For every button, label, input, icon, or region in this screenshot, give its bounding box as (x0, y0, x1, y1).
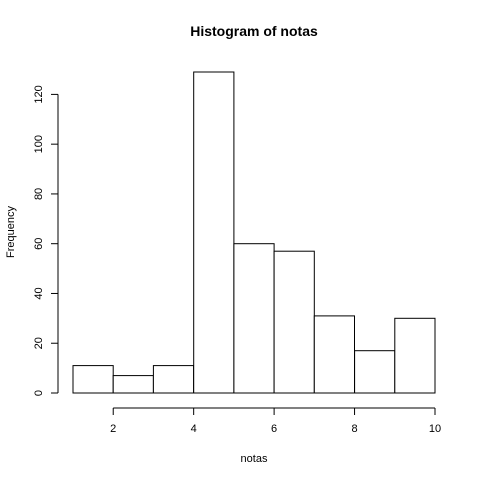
bars-group (72, 71, 436, 394)
x-tick-label-8: 8 (351, 423, 357, 435)
histogram-bar-3 (152, 365, 195, 394)
histogram-bar-6 (273, 250, 315, 394)
x-axis-label: notas (241, 453, 268, 465)
histogram-bar-8 (354, 350, 396, 394)
y-tick-label-20: 20 (33, 337, 45, 349)
y-tick-label-80: 80 (33, 188, 45, 200)
histogram-bar-9 (394, 317, 436, 394)
histogram-bar-1 (72, 365, 114, 394)
histogram-bar-7 (313, 315, 355, 394)
y-axis: 0 20 40 60 80 100 120 (33, 85, 59, 396)
histogram-bar-4 (193, 71, 235, 394)
y-tick-label-120: 120 (33, 85, 45, 103)
x-tick-label-4: 4 (191, 423, 197, 435)
y-tick-label-40: 40 (33, 287, 45, 299)
y-tick-label-100: 100 (33, 135, 45, 153)
x-axis: 2 4 6 8 10 (110, 407, 441, 435)
y-tick-label-60: 60 (33, 238, 45, 250)
chart-title: Histogram of notas (190, 23, 318, 39)
y-axis-label: Frequency (5, 206, 17, 258)
y-tick-label-0: 0 (33, 390, 45, 396)
x-tick-label-2: 2 (110, 423, 116, 435)
histogram-bar-5 (233, 243, 275, 394)
x-tick-label-10: 10 (429, 423, 441, 435)
histogram-bar-2 (112, 375, 154, 394)
x-tick-label-6: 6 (271, 423, 277, 435)
